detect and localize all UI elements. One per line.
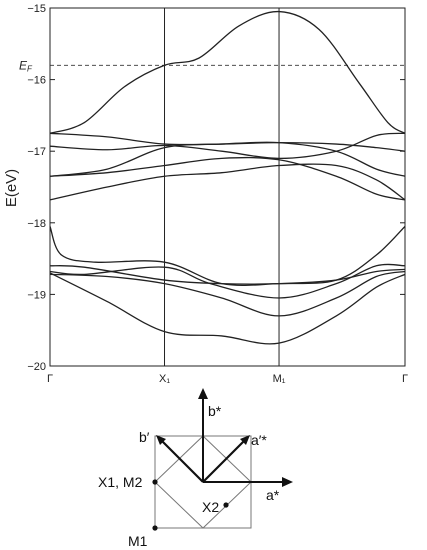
- y-tick-label: −15: [27, 3, 46, 15]
- fermi-label-sub: F: [27, 64, 33, 73]
- point-X1-M2: [152, 479, 158, 485]
- band-line-3: [49, 132, 406, 160]
- label-b-star: b*: [208, 403, 222, 419]
- b-prime-arrowhead: [156, 435, 166, 445]
- reciprocal-lattice-diagram: b* a* a′* b′ X1, M2 X2 M1: [98, 388, 293, 549]
- y-tick-label: −16: [27, 75, 46, 87]
- label-M1: M1: [128, 533, 148, 549]
- y-tick-label: −17: [27, 146, 46, 158]
- band-line-4: [49, 141, 406, 177]
- y-axis-title: E(eV): [3, 169, 20, 207]
- label-a-prime-star: a′*: [251, 432, 267, 448]
- k-point-label: Γ: [47, 373, 53, 385]
- label-b-prime: b′: [139, 429, 150, 445]
- band-line-6: [49, 163, 406, 201]
- band-line-9: [49, 263, 406, 299]
- k-point-label: X₁: [159, 373, 170, 385]
- band-line-2: [49, 132, 406, 152]
- a-prime-star-arrowhead: [240, 435, 250, 445]
- label-X1-M2: X1, M2: [98, 474, 143, 490]
- k-point-label: Γ: [402, 373, 408, 385]
- y-tick-label: −20: [27, 361, 46, 373]
- plot-frame: [49, 7, 406, 367]
- k-point-labels: Γ X₁ M₁ Γ: [47, 373, 408, 385]
- band-line-11: [49, 272, 406, 345]
- y-ticks: −15 −16 −17 −18 −19 −20: [27, 3, 405, 373]
- y-tick-label: −19: [27, 289, 46, 301]
- fermi-label-main: E: [19, 58, 28, 72]
- fermi-level-label: EF: [19, 58, 33, 73]
- band-line-1: [49, 10, 406, 134]
- band-line-8: [49, 265, 406, 285]
- band-line-10: [49, 270, 406, 317]
- band-lines: [49, 10, 406, 345]
- point-X2: [223, 502, 229, 508]
- b-star-arrowhead: [198, 388, 208, 399]
- b-prime-vector: [161, 440, 204, 483]
- a-prime-star-vector: [202, 440, 245, 483]
- label-a-star: a*: [266, 487, 280, 503]
- k-point-label: M₁: [273, 373, 286, 385]
- band-line-5: [49, 156, 406, 201]
- y-tick-label: −18: [27, 218, 46, 230]
- point-M1: [152, 525, 158, 531]
- k-point-lines: [164, 8, 280, 366]
- rotated-zone-diamond: [154, 435, 252, 529]
- a-star-arrowhead: [282, 477, 293, 487]
- label-X2: X2: [202, 499, 219, 515]
